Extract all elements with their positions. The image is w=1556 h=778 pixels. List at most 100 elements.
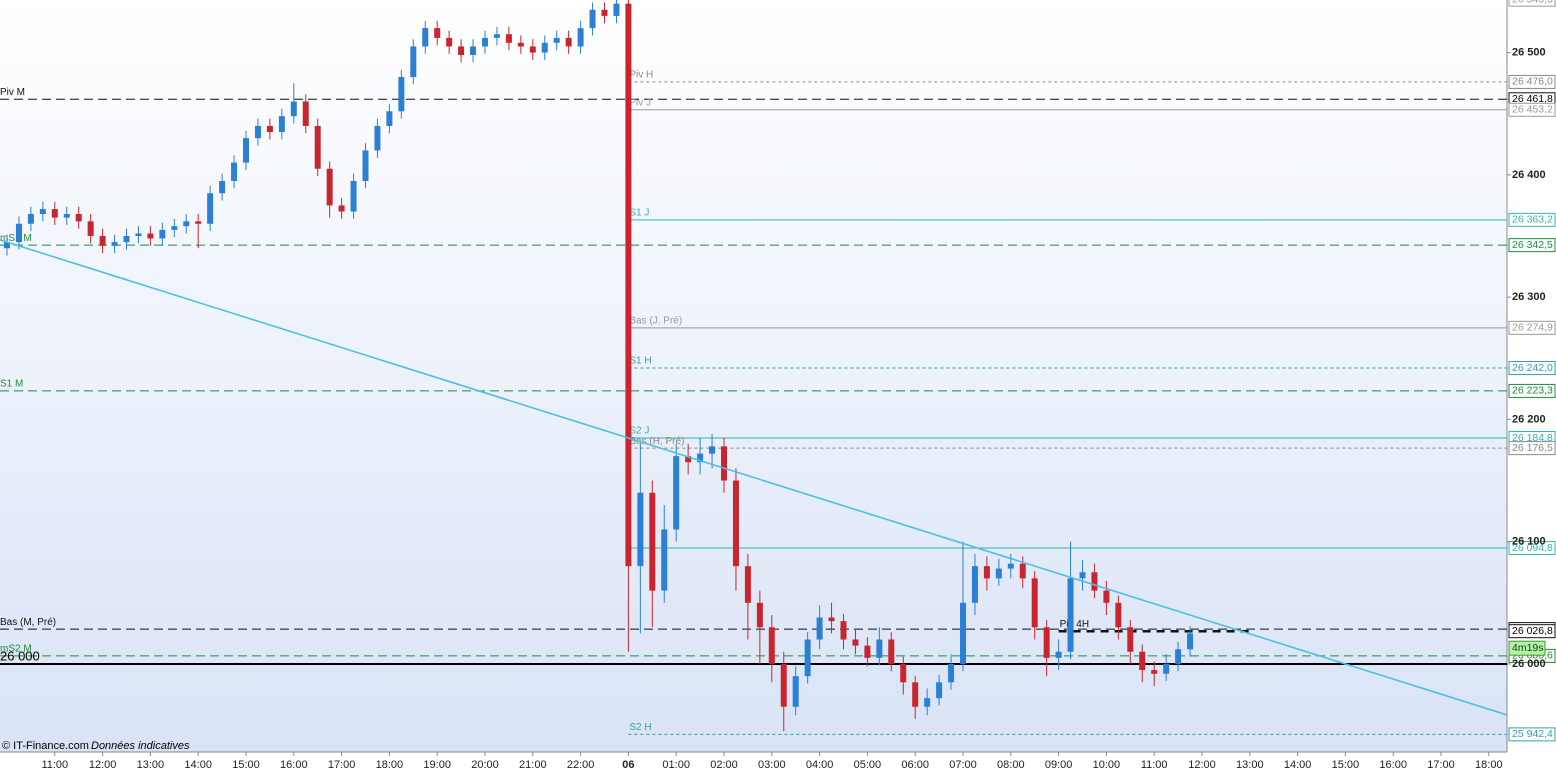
level-label: Bas (M, Pré) xyxy=(0,617,56,628)
y-tick-label: 26 400 xyxy=(1512,169,1546,181)
candle-body xyxy=(99,235,106,246)
candle-body xyxy=(135,233,142,236)
value-label: 26 026,8 xyxy=(1512,625,1553,637)
x-tick-label: 04:00 xyxy=(806,759,834,771)
candle-body xyxy=(661,529,668,591)
level-label: mS1 M xyxy=(0,233,32,244)
candle-body xyxy=(171,226,178,230)
candle-body xyxy=(422,28,429,47)
x-tick-label: 11:00 xyxy=(41,759,68,771)
x-tick-label: 06:00 xyxy=(901,759,929,771)
candle-body xyxy=(1067,578,1074,652)
candle-body xyxy=(1163,663,1170,674)
candle-body xyxy=(1175,649,1182,664)
candle-body xyxy=(960,602,966,664)
candle-body xyxy=(505,34,512,43)
candle-body xyxy=(673,456,680,530)
candle-body xyxy=(565,37,572,47)
candle-body xyxy=(278,116,285,133)
x-tick-label: 18:00 xyxy=(376,759,404,771)
value-label: 26 476,0 xyxy=(1512,76,1553,88)
value-label-box xyxy=(1508,238,1556,253)
x-tick-label: 17:00 xyxy=(1427,759,1455,771)
candle-body xyxy=(266,125,273,133)
y-tick-label: 26 200 xyxy=(1512,413,1546,425)
candle-body xyxy=(410,46,417,78)
candle-body xyxy=(183,221,190,227)
x-tick-label: 15:00 xyxy=(232,759,260,771)
level-label: Bas (J, Pré) xyxy=(629,315,682,326)
candle-body xyxy=(290,101,297,117)
y-tick-label: 26 100 xyxy=(1512,536,1546,548)
x-tick-label: 07:00 xyxy=(949,759,977,771)
candle-body xyxy=(780,663,787,707)
candle-body xyxy=(302,101,309,126)
candle-body xyxy=(900,663,907,683)
value-label-box xyxy=(1508,541,1556,556)
overlay: 26 543,3 26 476,0 26 461,826 453,2 26 363,2… xyxy=(0,0,1556,742)
x-tick-label: 16:00 xyxy=(280,759,308,771)
level-label: S2 H xyxy=(629,722,651,733)
candle-body xyxy=(948,663,955,683)
value-label-box xyxy=(1508,74,1556,89)
candle-body xyxy=(254,125,261,139)
value-label-box xyxy=(1508,383,1556,398)
x-tick-label: 10:00 xyxy=(1093,759,1121,771)
candle-body xyxy=(482,37,488,47)
value-label-box xyxy=(1508,212,1556,227)
value-label: 26 453,2 xyxy=(1512,104,1553,116)
candle-body xyxy=(852,639,859,646)
candle-body xyxy=(1055,651,1062,658)
candle-body xyxy=(1079,572,1086,579)
candle-body xyxy=(613,3,620,16)
candle-body xyxy=(1139,651,1146,671)
candle-body xyxy=(147,233,154,239)
candle-body xyxy=(517,42,524,47)
x-tick-label: 01:00 xyxy=(662,759,690,771)
x-tick-label: 08:00 xyxy=(997,759,1025,771)
x-tick-label: 12:00 xyxy=(89,759,117,771)
candle-body xyxy=(816,617,823,640)
candle-body xyxy=(1007,563,1014,569)
candle-body xyxy=(995,568,1002,579)
candle-body xyxy=(888,639,895,664)
x-tick-label: 11:00 xyxy=(1141,759,1168,771)
candle-body xyxy=(493,34,500,38)
candle-body xyxy=(1031,578,1038,628)
candle-body xyxy=(243,138,249,163)
value-label-box xyxy=(1508,361,1556,376)
candle-body xyxy=(87,221,94,236)
y-tick-label: 26 500 xyxy=(1512,46,1546,58)
candle-body xyxy=(1151,670,1158,674)
candle-body xyxy=(1043,627,1050,658)
candle-body xyxy=(625,3,632,567)
x-tick-label: 05:00 xyxy=(854,759,882,771)
candle-body xyxy=(15,223,22,243)
candle-body xyxy=(123,235,130,243)
candle-body xyxy=(446,37,453,47)
value-label: 26 543,3 xyxy=(1512,0,1553,5)
x-tick-label: 17:00 xyxy=(328,759,356,771)
level-label: mS2 M xyxy=(0,644,32,655)
candle-body xyxy=(577,28,584,47)
candle-body xyxy=(386,111,393,126)
candle-body xyxy=(697,453,704,463)
candle-body xyxy=(51,209,58,218)
candle-body xyxy=(649,492,656,591)
level-label: S2 J xyxy=(629,426,649,437)
x-tick-label: 21:00 xyxy=(519,759,547,771)
value-label-box xyxy=(1508,727,1556,742)
value-label: 26 342,5 xyxy=(1512,239,1553,251)
candle-body xyxy=(1115,602,1122,628)
candle-body xyxy=(756,602,763,628)
plot-area xyxy=(0,0,1507,752)
candle-body xyxy=(350,180,357,212)
value-label: 26 176,5 xyxy=(1512,442,1553,454)
candle-body xyxy=(601,9,608,16)
x-tick-label: 14:00 xyxy=(1284,759,1312,771)
candle-body xyxy=(63,213,70,218)
value-label: 26 184,8 xyxy=(1512,432,1553,444)
x-tick-label: 20:00 xyxy=(471,759,499,771)
trendline xyxy=(0,239,1508,716)
